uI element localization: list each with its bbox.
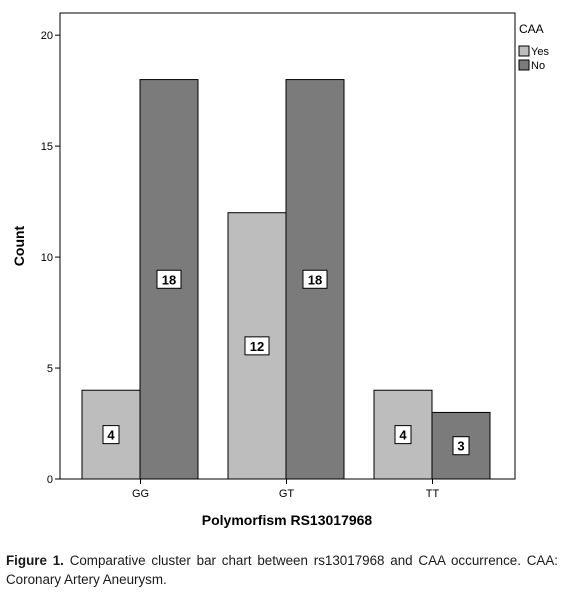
data-labels: 4 18 12 18 4 3	[102, 269, 470, 456]
y-tick-label: 5	[47, 363, 53, 375]
x-axis-title: Polymorfism RS13017968	[202, 512, 373, 528]
legend: CAA Yes No	[518, 22, 549, 72]
y-axis: 0 5 10 15 20	[41, 30, 60, 486]
cluster-bar-chart: 0 5 10 15 20 GG GT TT 4 18 12 18 4 3 Count Polymorf…	[11, 12, 549, 528]
data-label-box	[452, 436, 470, 456]
y-tick-label: 0	[47, 474, 53, 486]
figure-caption: Figure 1. Comparative cluster bar chart …	[6, 551, 558, 589]
data-label-gt-yes: 12	[250, 339, 264, 354]
caption-lead: Figure 1.	[6, 553, 64, 568]
y-tick-label: 20	[41, 30, 53, 42]
data-label-box	[156, 269, 182, 289]
y-tick-label: 15	[41, 141, 53, 153]
data-label-gg-no: 18	[162, 272, 176, 287]
x-axis: GG GT TT	[132, 479, 440, 500]
data-label-box	[302, 269, 328, 289]
legend-label-no: No	[531, 60, 545, 72]
legend-label-yes: Yes	[531, 46, 549, 58]
legend-swatch-yes	[518, 45, 530, 57]
caption-text: Comparative cluster bar chart between rs…	[6, 553, 558, 587]
legend-swatch-no	[518, 59, 530, 71]
x-tick-label-gt: GT	[279, 488, 295, 500]
x-tick-label-tt: TT	[426, 488, 440, 500]
legend-title: CAA	[519, 22, 544, 36]
y-tick-label: 10	[41, 252, 53, 264]
data-label-tt-no: 3	[457, 439, 464, 454]
x-tick-label-gg: GG	[132, 488, 149, 500]
data-label-box	[244, 336, 270, 356]
data-label-gg-yes: 4	[107, 428, 115, 443]
y-axis-title: Count	[11, 225, 27, 266]
data-label-tt-yes: 4	[399, 428, 407, 443]
data-label-box	[394, 425, 412, 445]
data-label-gt-no: 18	[308, 272, 322, 287]
data-label-box	[102, 425, 120, 445]
